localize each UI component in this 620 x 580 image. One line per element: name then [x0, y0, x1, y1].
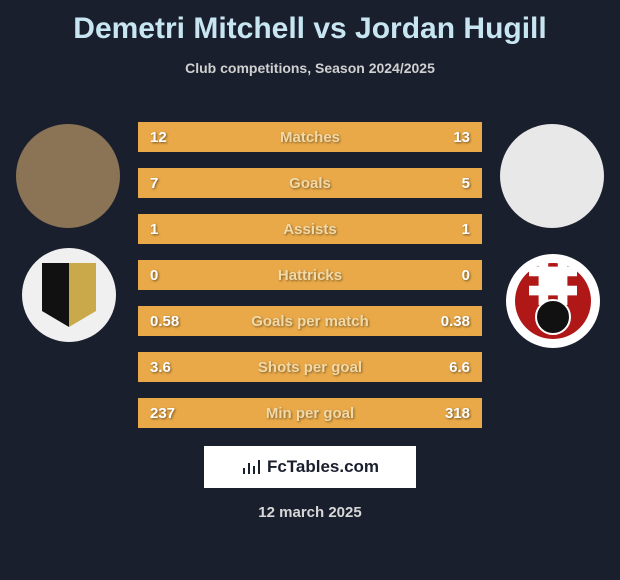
stat-value-left: 0 [150, 267, 200, 284]
club-crest-left [22, 248, 116, 342]
stat-value-right: 0 [420, 267, 470, 284]
stat-label: Goals [289, 175, 331, 192]
bar-chart-icon [241, 457, 261, 477]
club-crest-right [506, 254, 600, 348]
stat-label: Matches [280, 129, 340, 146]
windmill-icon [515, 263, 591, 339]
stat-row: 1 Assists 1 [138, 214, 482, 244]
attribution-badge: FcTables.com [204, 446, 416, 488]
comparison-date: 12 march 2025 [0, 504, 620, 521]
stat-value-left: 7 [150, 175, 200, 192]
stat-row: 3.6 Shots per goal 6.6 [138, 352, 482, 382]
stat-value-right: 5 [420, 175, 470, 192]
attribution-text: FcTables.com [267, 457, 379, 477]
stat-row: 0 Hattricks 0 [138, 260, 482, 290]
stats-table: 12 Matches 13 7 Goals 5 1 Assists 1 0 Ha… [138, 122, 482, 444]
comparison-title: Demetri Mitchell vs Jordan Hugill [0, 0, 620, 46]
comparison-subtitle: Club competitions, Season 2024/2025 [0, 60, 620, 76]
stat-value-left: 12 [150, 129, 200, 146]
stat-value-left: 1 [150, 221, 200, 238]
player-avatar-right [500, 124, 604, 228]
stat-row: 12 Matches 13 [138, 122, 482, 152]
stat-value-right: 0.38 [420, 313, 470, 330]
stat-row: 0.58 Goals per match 0.38 [138, 306, 482, 336]
stat-value-right: 13 [420, 129, 470, 146]
stat-value-left: 0.58 [150, 313, 200, 330]
stat-row: 237 Min per goal 318 [138, 398, 482, 428]
stat-value-left: 3.6 [150, 359, 200, 376]
shield-icon [42, 263, 96, 327]
stat-value-right: 6.6 [420, 359, 470, 376]
stat-label: Shots per goal [258, 359, 362, 376]
player-avatar-left [16, 124, 120, 228]
stat-value-left: 237 [150, 405, 200, 422]
stat-value-right: 1 [420, 221, 470, 238]
stat-label: Assists [283, 221, 336, 238]
ball-icon [535, 299, 571, 335]
stat-value-right: 318 [420, 405, 470, 422]
stat-row: 7 Goals 5 [138, 168, 482, 198]
stat-label: Goals per match [251, 313, 369, 330]
stat-label: Hattricks [278, 267, 342, 284]
stat-label: Min per goal [266, 405, 354, 422]
